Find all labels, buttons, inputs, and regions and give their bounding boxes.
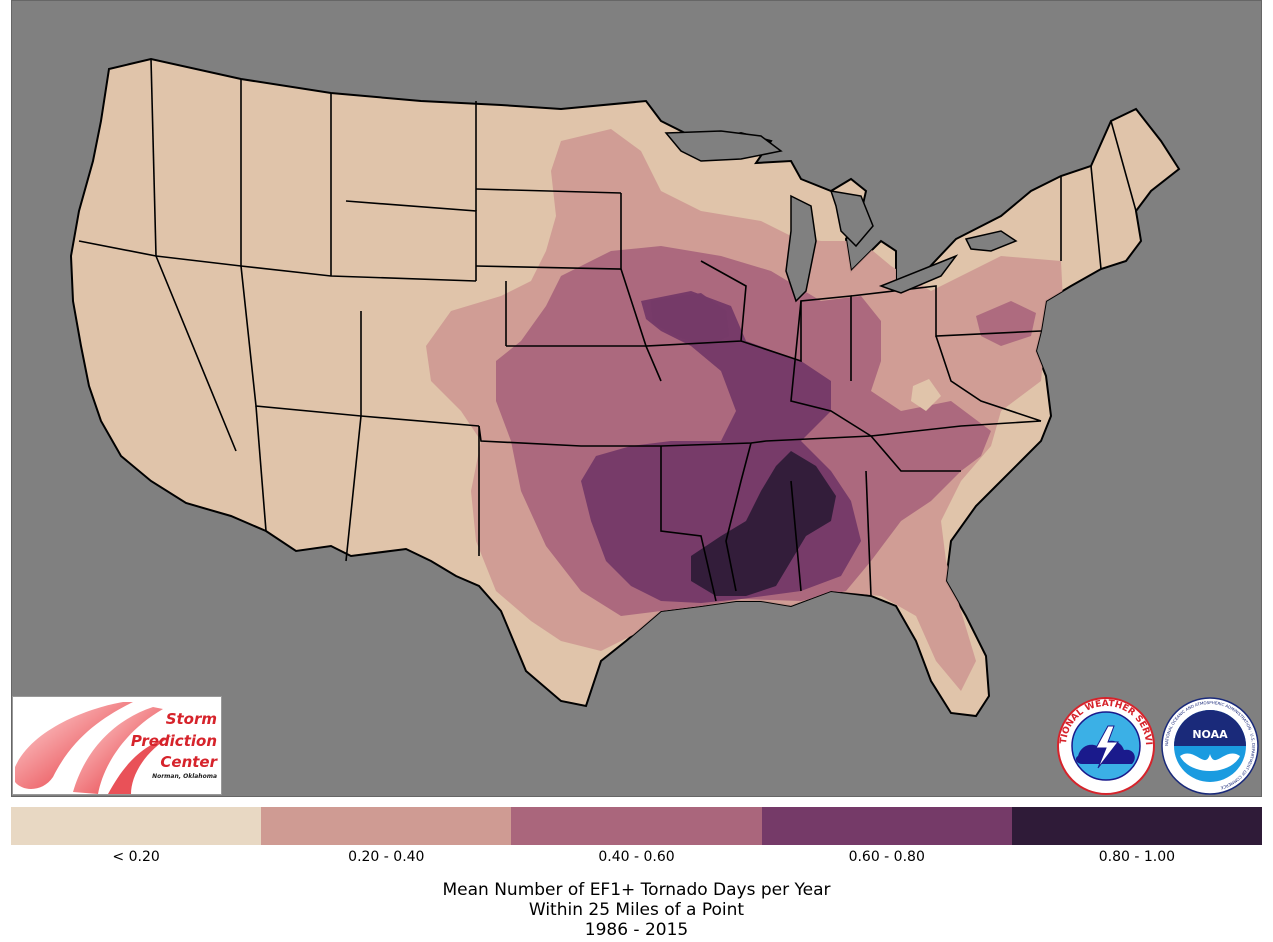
caption-line-3: 1986 - 2015: [584, 920, 689, 940]
legend-labels: < 0.20 0.20 - 0.40 0.40 - 0.60 0.60 - 0.…: [11, 849, 1262, 867]
legend-swatch-3: [511, 807, 762, 845]
nws-logo: NATIONAL WEATHER SERVICE: [1052, 689, 1156, 796]
caption-line-2: Within 25 Miles of a Point: [528, 900, 745, 920]
lake-huron: [829, 190, 874, 248]
state-boundaries: [78, 58, 1137, 602]
spc-logo: Storm Prediction Center Norman, Oklahoma: [12, 696, 222, 795]
noaa-emblem-icon: NOAA NATIONAL OCEANIC AND ATMOSPHERIC AD…: [1161, 697, 1259, 795]
spc-line3: Center: [160, 753, 217, 771]
tornado-contours: [426, 129, 1063, 691]
noaa-wordmark: NOAA: [1192, 728, 1228, 741]
spc-line2: Prediction: [130, 732, 217, 750]
lake-michigan: [785, 194, 817, 303]
map-caption: Mean Number of EF1+ Tornado Days per Yea…: [0, 880, 1273, 940]
legend-label-4: 0.60 - 0.80: [848, 849, 925, 865]
map-panel: [11, 0, 1262, 797]
legend-swatch-2: [261, 807, 512, 845]
contour-0.80-1.00: [691, 451, 836, 596]
legend-label-1: < 0.20: [112, 849, 160, 865]
caption-line-1: Mean Number of EF1+ Tornado Days per Yea…: [442, 880, 831, 900]
legend-label-5: 0.80 - 1.00: [1098, 849, 1176, 865]
legend-swatch-1: [11, 807, 262, 845]
appalachian-low: [911, 379, 941, 411]
spc-swoosh-graphic: [15, 702, 173, 794]
spc-line1: Storm: [165, 710, 217, 728]
pa-local-max: [976, 301, 1036, 346]
noaa-logo: NOAA NATIONAL OCEANIC AND ATMOSPHERIC AD…: [1160, 696, 1260, 796]
great-lakes: [664, 130, 1018, 303]
lake-erie: [878, 254, 959, 294]
spc-sub: Norman, Oklahoma: [152, 773, 217, 780]
conus-map: [12, 1, 1261, 796]
color-legend: [11, 807, 1263, 845]
lake-superior: [664, 130, 783, 162]
lake-ontario: [964, 230, 1018, 252]
legend-label-2: 0.20 - 0.40: [348, 849, 425, 865]
legend-swatch-5: [1011, 807, 1263, 845]
contour-0.80-1.00-north: [651, 293, 729, 346]
legend-swatch-4: [761, 807, 1012, 845]
nws-emblem-icon: NATIONAL WEATHER SERVICE: [1052, 689, 1155, 795]
legend-label-3: 0.40 - 0.60: [598, 849, 675, 865]
